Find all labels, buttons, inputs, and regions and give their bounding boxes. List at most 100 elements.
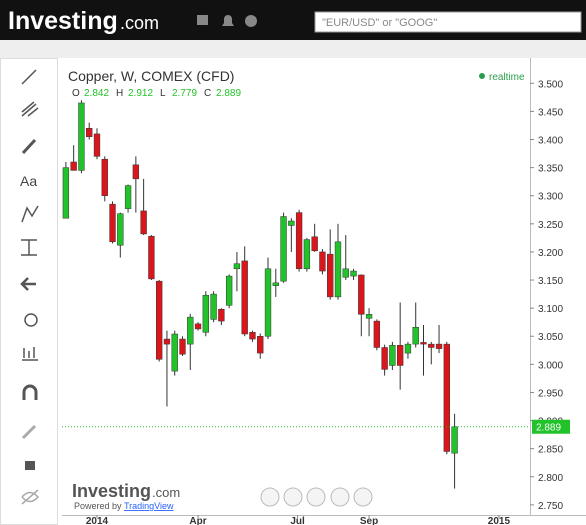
candle-body bbox=[334, 241, 342, 298]
ohlc-key: O bbox=[72, 88, 80, 99]
logo-suffix[interactable]: .com bbox=[120, 13, 159, 33]
ohlc-key: C bbox=[204, 88, 211, 99]
lock-tool[interactable] bbox=[25, 461, 35, 470]
zoom-out-button[interactable] bbox=[283, 487, 303, 507]
y-tick-label: 2.850 bbox=[538, 445, 563, 456]
measure-tool[interactable] bbox=[21, 239, 37, 256]
candle-body bbox=[428, 343, 435, 348]
indicators-tool[interactable] bbox=[22, 347, 38, 361]
pencil-tool[interactable] bbox=[21, 424, 37, 440]
ohlc-value: 2.912 bbox=[128, 88, 153, 99]
candle-body bbox=[163, 338, 171, 345]
candle-body bbox=[233, 263, 241, 270]
candle-body bbox=[280, 216, 287, 282]
candle-body bbox=[148, 235, 155, 280]
candle-body bbox=[179, 338, 186, 355]
candle-body bbox=[202, 294, 209, 333]
candle-body bbox=[101, 158, 108, 196]
candle-body bbox=[264, 268, 272, 337]
candle-body bbox=[225, 275, 233, 306]
logo[interactable]: Investing bbox=[8, 7, 118, 35]
candle-body bbox=[412, 327, 419, 345]
scroll-right-button[interactable] bbox=[353, 487, 373, 507]
candle-body bbox=[218, 309, 225, 322]
realtime-dot bbox=[479, 73, 485, 79]
candle-body bbox=[132, 164, 140, 180]
y-tick-label: 2.750 bbox=[538, 501, 563, 512]
candle-body bbox=[288, 220, 295, 226]
candle-body bbox=[156, 280, 163, 360]
tab-bar bbox=[0, 40, 586, 58]
x-tick-label: Sep bbox=[360, 516, 378, 525]
candle-body bbox=[435, 343, 443, 349]
briefcase-icon[interactable] bbox=[197, 15, 208, 25]
chart-title: Copper, W, COMEX (CFD) bbox=[68, 68, 234, 84]
x-tick-label: 2014 bbox=[86, 516, 109, 525]
candle-body bbox=[93, 133, 101, 157]
left-toolbar bbox=[0, 58, 58, 525]
pitchfork-tool[interactable] bbox=[21, 101, 39, 117]
y-tick-label: 3.050 bbox=[538, 332, 563, 343]
candle-body bbox=[78, 102, 85, 171]
candle-body bbox=[365, 314, 373, 319]
candle-body bbox=[249, 332, 256, 340]
x-tick-label: Jul bbox=[290, 516, 305, 525]
y-tick-label: 3.350 bbox=[538, 164, 563, 175]
reset-button[interactable] bbox=[306, 487, 326, 507]
candle-body bbox=[420, 342, 427, 345]
watermark-suffix: .com bbox=[152, 485, 180, 500]
zoom-tool[interactable] bbox=[24, 313, 38, 327]
back-arrow[interactable] bbox=[20, 277, 36, 291]
y-tick-label: 3.300 bbox=[538, 192, 563, 203]
y-tick-label: 3.200 bbox=[538, 248, 563, 259]
trend-line-tool[interactable] bbox=[21, 69, 37, 85]
last-price-label: 2.889 bbox=[536, 423, 561, 434]
candle-body bbox=[62, 167, 70, 219]
candle-body bbox=[194, 323, 202, 330]
candle-body bbox=[70, 161, 77, 171]
candle-body bbox=[397, 344, 404, 366]
search-box[interactable] bbox=[314, 11, 582, 33]
text-tool[interactable]: Aa bbox=[20, 173, 37, 189]
pattern-tool[interactable] bbox=[21, 205, 39, 223]
globe-icon[interactable] bbox=[245, 15, 257, 27]
y-tick-label: 3.500 bbox=[538, 79, 563, 90]
candle-body bbox=[373, 320, 381, 348]
ohlc-value: 2.842 bbox=[84, 88, 109, 99]
bell-icon[interactable] bbox=[222, 15, 234, 26]
x-tick-label: Apr bbox=[189, 516, 206, 525]
ohlc-key: L bbox=[160, 88, 166, 99]
scroll-left-button[interactable] bbox=[260, 487, 280, 507]
candle-body bbox=[350, 270, 357, 277]
candle-body bbox=[257, 335, 264, 354]
watermark: Investing bbox=[72, 481, 151, 501]
candle-body bbox=[451, 426, 458, 454]
candle-body bbox=[109, 203, 116, 243]
candle-body bbox=[319, 251, 326, 272]
candle-body bbox=[171, 333, 178, 372]
candle-body bbox=[140, 210, 147, 235]
candle-body bbox=[272, 282, 279, 286]
candle-body bbox=[187, 316, 194, 345]
candle-body bbox=[443, 343, 450, 452]
magnet-tool[interactable] bbox=[22, 384, 38, 400]
candle-body bbox=[342, 268, 349, 278]
y-tick-label: 3.100 bbox=[538, 304, 563, 315]
powered-by-link[interactable]: TradingView bbox=[124, 501, 174, 511]
candle-body bbox=[303, 239, 311, 270]
powered-by: Powered by bbox=[74, 501, 122, 511]
candle-body bbox=[241, 260, 248, 335]
ohlc-value: 2.779 bbox=[172, 88, 197, 99]
brush-tool[interactable] bbox=[21, 138, 37, 155]
search-placeholder: "EUR/USD" or "GOOG" bbox=[322, 17, 437, 29]
y-tick-label: 3.000 bbox=[538, 360, 563, 371]
x-tick-label: 2015 bbox=[488, 516, 511, 525]
candle-body bbox=[358, 274, 365, 315]
y-tick-label: 2.950 bbox=[538, 388, 563, 399]
y-tick-label: 3.250 bbox=[538, 220, 563, 231]
zoom-in-button[interactable] bbox=[330, 487, 350, 507]
candle-body bbox=[117, 213, 124, 246]
candle-body bbox=[86, 128, 93, 137]
hide-tool[interactable] bbox=[21, 489, 40, 505]
